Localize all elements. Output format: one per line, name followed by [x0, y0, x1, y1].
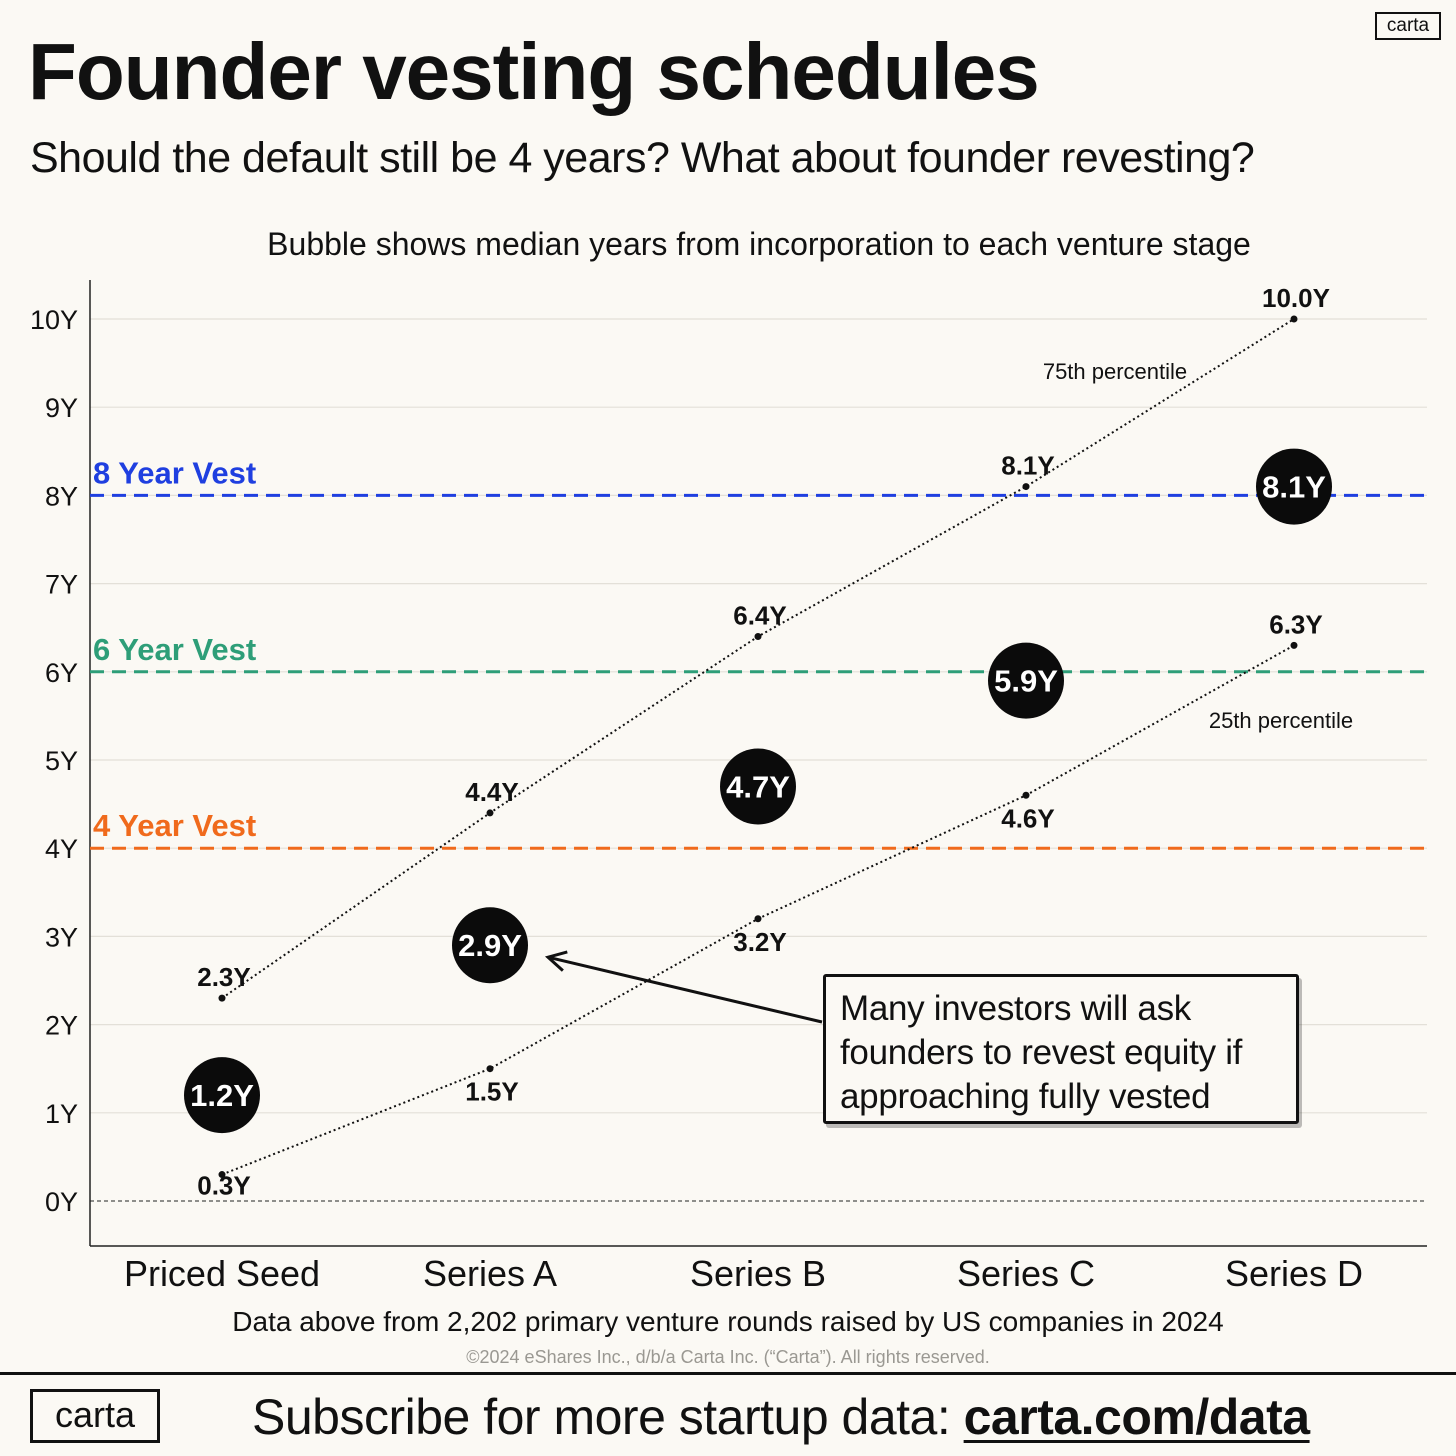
p75-point: [486, 809, 494, 817]
footer-divider: [0, 1372, 1456, 1375]
carta-data-link[interactable]: carta.com/data: [963, 1389, 1310, 1445]
y-tick-label: 3Y: [45, 922, 78, 952]
copyright-note: ©2024 eShares Inc., d/b/a Carta Inc. (“C…: [466, 1347, 990, 1367]
p25-series-label: 25th percentile: [1209, 708, 1353, 733]
y-tick-label: 5Y: [45, 746, 78, 776]
page-subtitle: Should the default still be 4 years? Wha…: [30, 134, 1255, 182]
source-note: Data above from 2,202 primary venture ro…: [232, 1306, 1224, 1337]
median-bubble: [1256, 448, 1332, 525]
y-tick-label: 4Y: [45, 834, 78, 864]
p25-point: [218, 1171, 226, 1179]
p25-point: [1290, 641, 1298, 649]
carta-logo-footer: carta: [30, 1389, 160, 1443]
subscribe-cta: Subscribe for more startup data: carta.c…: [252, 1388, 1310, 1446]
p25-value-label: 6.3Y: [1269, 609, 1323, 639]
vesting-chart: Bubble shows median years from incorpora…: [30, 226, 1427, 1294]
median-bubble: [720, 748, 796, 825]
subscribe-text: Subscribe for more startup data:: [252, 1389, 964, 1445]
vest-reference-label: 8 Year Vest: [93, 455, 256, 490]
p25-point: [486, 1065, 494, 1073]
p75-value-label: 4.4Y: [465, 777, 519, 807]
y-tick-label: 9Y: [45, 393, 78, 423]
y-tick-label: 7Y: [45, 570, 78, 600]
p75-series-label: 75th percentile: [1043, 359, 1187, 384]
median-bubble-label: 8.1Y: [1262, 470, 1326, 505]
p75-value-label: 10.0Y: [1262, 283, 1330, 313]
chart-title: Bubble shows median years from incorpora…: [267, 226, 1251, 262]
median-bubble-label: 4.7Y: [726, 769, 790, 804]
y-tick-label: 2Y: [45, 1011, 78, 1041]
p75-point: [1022, 483, 1030, 491]
y-tick-label: 8Y: [45, 481, 78, 511]
x-tick-label: Series D: [1225, 1253, 1363, 1294]
p25-point: [1022, 791, 1030, 799]
p25-value-label: 1.5Y: [465, 1077, 519, 1107]
revest-callout: Many investors will ask founders to reve…: [823, 974, 1299, 1124]
vest-reference-label: 4 Year Vest: [93, 808, 256, 843]
p25-value-label: 3.2Y: [733, 927, 787, 957]
median-bubble: [988, 642, 1064, 719]
page-title: Founder vesting schedules: [28, 27, 1040, 116]
p75-point: [1290, 315, 1298, 323]
y-tick-label: 6Y: [45, 658, 78, 688]
p75-point: [218, 994, 226, 1002]
y-tick-label: 10Y: [30, 305, 78, 335]
median-bubble: [184, 1057, 260, 1134]
median-bubble: [452, 907, 528, 984]
p25-point: [754, 915, 762, 923]
callout-arrow-head: [544, 950, 568, 972]
callout-arrow-shaft: [547, 955, 823, 1024]
x-tick-label: Series C: [957, 1253, 1095, 1294]
median-bubble-label: 1.2Y: [190, 1078, 254, 1113]
x-tick-label: Priced Seed: [124, 1253, 320, 1294]
x-tick-label: Series B: [690, 1253, 826, 1294]
carta-logo-small: carta: [1375, 12, 1441, 40]
y-tick-label: 1Y: [45, 1099, 78, 1129]
median-bubble-label: 2.9Y: [458, 928, 522, 963]
p75-value-label: 8.1Y: [1001, 451, 1055, 481]
p75-value-label: 2.3Y: [197, 962, 251, 992]
y-tick-label: 0Y: [45, 1187, 78, 1217]
vest-reference-label: 6 Year Vest: [93, 632, 256, 667]
p25-value-label: 4.6Y: [1001, 803, 1055, 833]
x-tick-label: Series A: [423, 1253, 557, 1294]
p75-line: [221, 318, 1295, 999]
p75-point: [754, 633, 762, 641]
median-bubble-label: 5.9Y: [994, 664, 1058, 699]
p25-value-label: 0.3Y: [197, 1171, 251, 1201]
p75-value-label: 6.4Y: [733, 601, 787, 631]
